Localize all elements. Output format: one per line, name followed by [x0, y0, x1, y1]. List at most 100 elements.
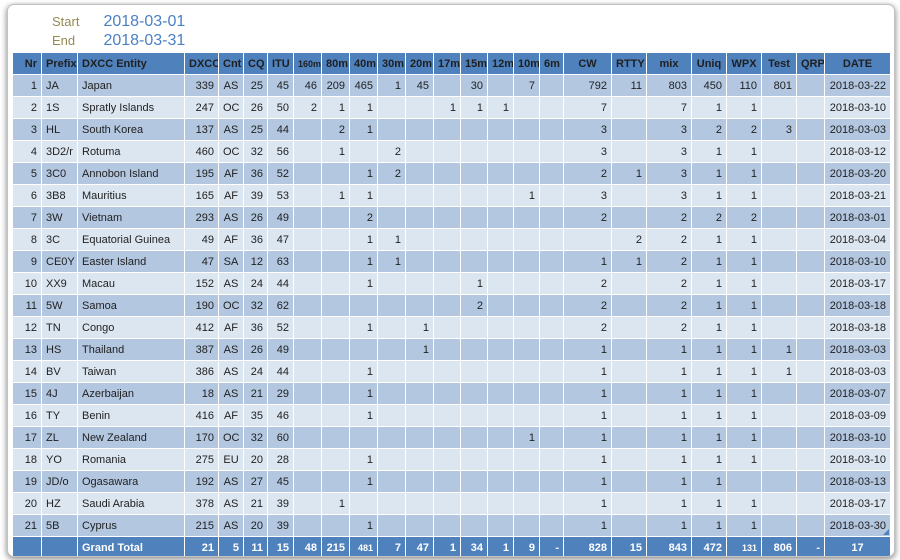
data-cell	[377, 294, 406, 317]
data-cell	[321, 272, 350, 295]
data-cell: 209	[321, 74, 350, 97]
data-cell: 1	[513, 426, 540, 449]
data-cell	[539, 470, 564, 493]
date-cell: 2018-03-10	[824, 426, 891, 449]
data-cell	[433, 140, 461, 163]
data-cell: 5	[12, 162, 42, 185]
data-cell: Easter Island	[77, 250, 185, 273]
data-cell	[539, 360, 564, 383]
data-cell: 2	[646, 228, 692, 251]
column-header-uniq: Uniq	[691, 52, 727, 75]
data-cell: 28	[267, 448, 294, 471]
data-cell: YO	[41, 448, 78, 471]
data-cell	[761, 294, 797, 317]
date-cell: 2018-03-17	[824, 492, 891, 515]
data-cell	[405, 206, 434, 229]
column-header-dxcc-entity: DXCC Entity	[77, 52, 185, 75]
data-cell	[726, 470, 762, 493]
data-cell	[487, 118, 514, 141]
data-cell: 1	[646, 404, 692, 427]
data-cell	[611, 360, 647, 383]
data-cell: 1	[691, 448, 727, 471]
grand-total-cell: 17	[824, 536, 891, 556]
data-cell	[796, 404, 825, 427]
data-cell	[513, 338, 540, 361]
data-cell: 465	[349, 74, 378, 97]
data-cell	[513, 360, 540, 383]
data-cell	[611, 448, 647, 471]
data-cell: 15	[12, 382, 42, 405]
data-cell	[321, 382, 350, 405]
data-cell	[377, 184, 406, 207]
data-cell	[405, 404, 434, 427]
date-cell: 2018-03-09	[824, 404, 891, 427]
column-header-nr: Nr	[12, 52, 42, 75]
data-cell	[405, 294, 434, 317]
data-cell: 3C	[41, 228, 78, 251]
data-cell: 36	[243, 228, 268, 251]
date-cell: 2018-03-10	[824, 448, 891, 471]
data-cell: 1	[726, 360, 762, 383]
data-cell	[513, 448, 540, 471]
data-cell	[321, 514, 350, 537]
data-cell: 1S	[41, 96, 78, 119]
data-cell	[539, 184, 564, 207]
data-cell: 1	[563, 448, 612, 471]
data-cell: Mauritius	[77, 184, 185, 207]
data-cell	[460, 470, 488, 493]
start-date-input[interactable]: 2018-03-01	[103, 13, 186, 31]
grand-total-cell: 5	[218, 536, 244, 556]
data-cell	[513, 514, 540, 537]
data-cell	[377, 470, 406, 493]
data-cell	[513, 250, 540, 273]
data-cell: 1	[726, 294, 762, 317]
data-cell	[611, 338, 647, 361]
data-cell: 192	[184, 470, 219, 493]
data-cell	[796, 470, 825, 493]
data-cell: 1	[646, 448, 692, 471]
data-cell: 39	[243, 184, 268, 207]
column-header-prefix: Prefix	[41, 52, 78, 75]
data-cell	[487, 316, 514, 339]
data-cell	[293, 404, 322, 427]
data-cell: 52	[267, 162, 294, 185]
data-cell: 2	[646, 272, 692, 295]
data-cell: 19	[12, 470, 42, 493]
data-cell: 1	[726, 228, 762, 251]
data-cell: 2	[349, 206, 378, 229]
data-cell: 1	[321, 140, 350, 163]
data-cell: 12	[243, 250, 268, 273]
data-cell	[539, 338, 564, 361]
data-cell	[460, 140, 488, 163]
data-cell	[293, 338, 322, 361]
data-cell: 7	[513, 74, 540, 97]
data-cell	[611, 514, 647, 537]
data-cell	[513, 404, 540, 427]
data-cell: 1	[646, 426, 692, 449]
data-cell: 27	[243, 470, 268, 493]
data-cell: 1	[691, 184, 727, 207]
data-cell: 47	[184, 250, 219, 273]
data-cell: 26	[243, 206, 268, 229]
grand-total-cell: 1	[487, 536, 514, 556]
data-cell	[377, 426, 406, 449]
end-date-input[interactable]: 2018-03-31	[103, 32, 186, 50]
column-header-cw: CW	[563, 52, 612, 75]
data-cell	[349, 294, 378, 317]
date-cell: 2018-03-22	[824, 74, 891, 97]
data-cell	[433, 272, 461, 295]
data-cell: 1	[349, 228, 378, 251]
date-cell: 2018-03-12	[824, 140, 891, 163]
column-header-20m: 20m	[405, 52, 434, 75]
data-cell	[513, 492, 540, 515]
data-cell	[487, 404, 514, 427]
data-cell	[433, 382, 461, 405]
data-cell: 2	[460, 294, 488, 317]
data-cell: 60	[267, 426, 294, 449]
data-cell: 2	[293, 96, 322, 119]
data-cell: 1	[563, 470, 612, 493]
data-cell	[761, 316, 797, 339]
grand-total-cell: 472	[691, 536, 727, 556]
data-cell: 26	[243, 96, 268, 119]
column-header-12m: 12m	[487, 52, 514, 75]
